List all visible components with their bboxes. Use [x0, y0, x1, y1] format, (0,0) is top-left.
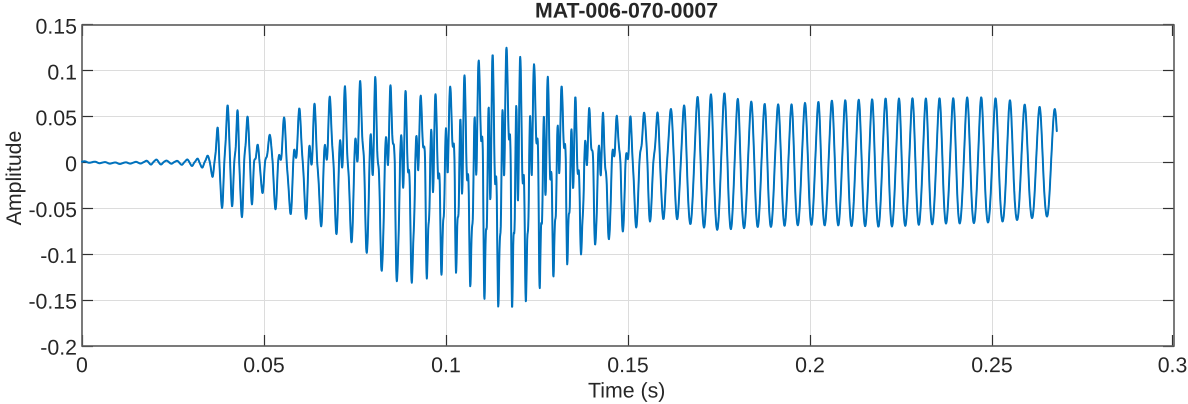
svg-text:0.1: 0.1 [47, 60, 77, 84]
svg-text:-0.1: -0.1 [40, 244, 77, 268]
svg-text:-0.15: -0.15 [28, 290, 77, 314]
svg-text:-0.05: -0.05 [28, 198, 77, 222]
svg-text:0.05: 0.05 [36, 106, 77, 130]
svg-text:0.15: 0.15 [607, 353, 648, 377]
svg-text:0.25: 0.25 [971, 353, 1012, 377]
svg-text:0.2: 0.2 [795, 353, 825, 377]
svg-text:Time (s): Time (s) [588, 378, 665, 402]
svg-text:0: 0 [65, 152, 77, 176]
svg-text:0.15: 0.15 [36, 15, 77, 39]
svg-text:MAT-006-070-0007: MAT-006-070-0007 [535, 0, 718, 23]
svg-text:Amplitude: Amplitude [2, 131, 26, 226]
svg-text:0.1: 0.1 [431, 353, 461, 377]
svg-text:-0.2: -0.2 [40, 336, 77, 360]
svg-text:0.3: 0.3 [1158, 353, 1188, 377]
svg-text:0: 0 [76, 353, 88, 377]
svg-text:0.05: 0.05 [243, 353, 284, 377]
